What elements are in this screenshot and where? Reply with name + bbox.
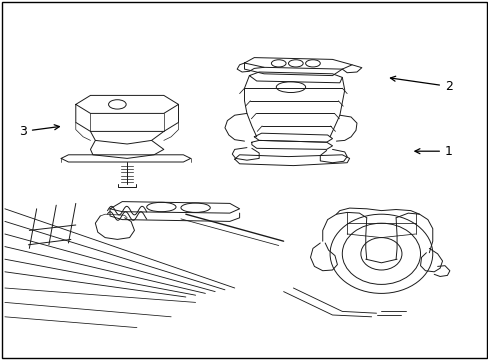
Text: 3: 3 bbox=[19, 125, 60, 138]
Text: 2: 2 bbox=[389, 76, 452, 93]
Text: 1: 1 bbox=[414, 145, 452, 158]
